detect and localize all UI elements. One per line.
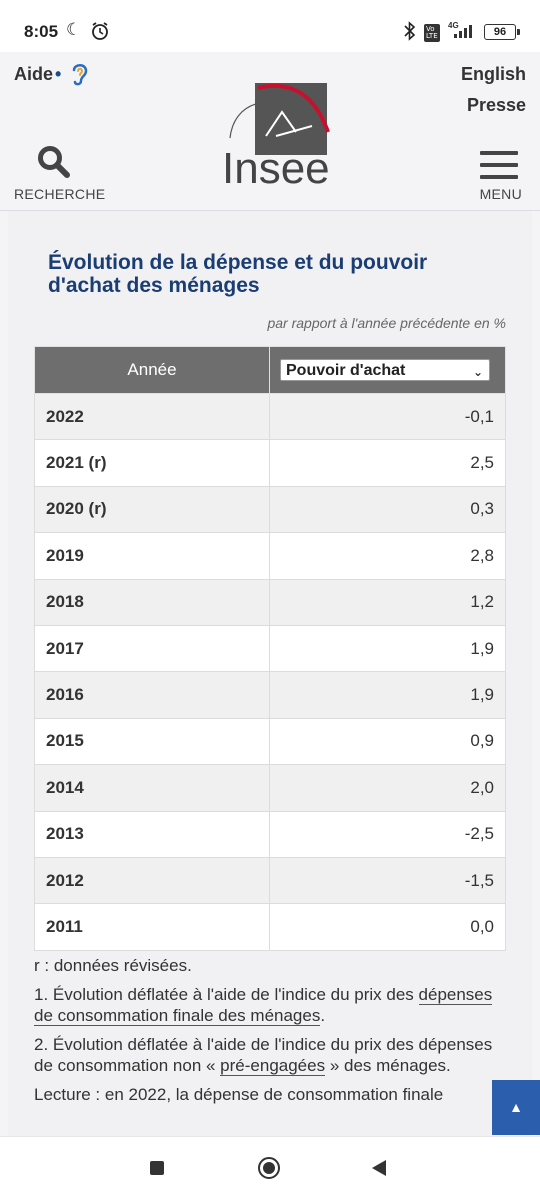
chevron-up-icon: ▲ — [509, 1099, 523, 1115]
press-link[interactable]: Presse — [466, 95, 526, 115]
table-row: 2011 0,0 — [34, 903, 506, 951]
status-time: 8:05 — [24, 22, 59, 41]
figure-title: Évolution de la dépense et du pouvoir d'… — [48, 251, 428, 297]
table-row: 2020 (r) 0,3 — [34, 485, 506, 534]
bluetooth-icon — [404, 21, 416, 41]
row-year: 2016 — [34, 671, 270, 719]
note-1: 1. Évolution déflatée à l'aide de l'indi… — [34, 984, 494, 1026]
english-link[interactable]: English — [460, 64, 526, 84]
row-value: 1,9 — [269, 624, 506, 673]
row-value: 0,0 — [269, 903, 506, 951]
logo-square — [255, 83, 327, 155]
note-2-link[interactable]: pré-engagées — [220, 1056, 326, 1076]
table-row: 2017 1,9 — [34, 624, 506, 673]
row-value: -2,5 — [269, 810, 506, 858]
alarm-icon — [92, 22, 108, 40]
back-icon[interactable] — [372, 1160, 386, 1176]
note-2: 2. Évolution déflatée à l'aide de l'indi… — [34, 1034, 494, 1076]
note-1-prefix: 1. Évolution déflatée à l'aide de l'indi… — [34, 985, 419, 1004]
table-header-row: Année Pouvoir d'achat ⌄ — [34, 346, 506, 394]
network-type: 4G — [448, 21, 459, 30]
table-row: 2016 1,9 — [34, 671, 506, 719]
scroll-to-top-button[interactable]: ▲ — [492, 1080, 540, 1135]
site-header: Aide • English Presse Insee RECHERCHE MEN… — [0, 52, 540, 211]
logo-text: Insee — [222, 144, 330, 193]
table-row: 2013 -2,5 — [34, 810, 506, 858]
menu-label[interactable]: MENU — [479, 186, 522, 202]
battery-level: 96 — [493, 26, 507, 38]
main-content: Évolution de la dépense et du pouvoir d'… — [0, 211, 540, 1136]
row-year: 2013 — [34, 810, 270, 858]
row-year: 2017 — [34, 624, 270, 673]
hearing-icon[interactable] — [69, 60, 91, 88]
row-value: -0,1 — [269, 392, 506, 441]
note-revised: r : données révisées. — [34, 956, 192, 975]
row-year: 2018 — [34, 578, 270, 626]
help-label: Aide — [14, 64, 54, 84]
logo-mark — [229, 83, 330, 139]
table-row: 2014 2,0 — [34, 764, 506, 812]
recent-apps-icon[interactable] — [150, 1161, 164, 1175]
series-select-value: Pouvoir d'achat — [286, 362, 406, 379]
row-value: 0,9 — [269, 717, 506, 766]
row-year: 2022 — [34, 392, 270, 441]
row-value: 0,3 — [269, 485, 506, 534]
row-value: 1,9 — [269, 671, 506, 719]
search-icon[interactable] — [36, 144, 72, 180]
row-year: 2012 — [34, 856, 270, 905]
table-row: 2022 -0,1 — [34, 392, 506, 441]
moon-icon: ☾ — [66, 20, 82, 39]
table-row: 2012 -1,5 — [34, 856, 506, 905]
volte-icon: Vo LTE — [424, 24, 440, 42]
insee-logo[interactable]: Insee — [222, 80, 332, 193]
chevron-down-icon: ⌄ — [472, 365, 483, 379]
row-value: -1,5 — [269, 856, 506, 905]
system-nav-bar — [0, 1136, 540, 1201]
status-bar: 8:05 ☾ Vo LTE 4G 96 — [0, 0, 540, 52]
series-select[interactable]: Pouvoir d'achat ⌄ — [280, 359, 490, 381]
row-year: 2019 — [34, 532, 270, 580]
column-header-year: Année — [34, 346, 270, 394]
row-value: 2,5 — [269, 439, 506, 487]
unit-note: par rapport à l'année précédente en % — [267, 315, 506, 331]
row-year: 2021 (r) — [34, 439, 270, 487]
row-value: 1,2 — [269, 578, 506, 626]
row-year: 2015 — [34, 717, 270, 766]
note-1-link[interactable]: dépenses de consommation finale des ména… — [34, 985, 493, 1026]
row-year: 2020 (r) — [34, 485, 270, 534]
figure-notes: r : données révisées. 1. Évolution défla… — [34, 955, 494, 1113]
table-row: 2021 (r) 2,5 — [34, 439, 506, 487]
row-value: 2,8 — [269, 532, 506, 580]
row-year: 2011 — [34, 903, 270, 951]
search-label[interactable]: RECHERCHE — [14, 186, 106, 202]
help-dot: • — [55, 64, 62, 84]
help-link[interactable]: Aide • — [14, 64, 63, 85]
column-header-series: Pouvoir d'achat ⌄ — [269, 346, 506, 394]
table-row: 2019 2,8 — [34, 532, 506, 580]
data-table: Année Pouvoir d'achat ⌄ 2022 -0,1 2021 (r)… — [34, 346, 506, 951]
table-row: 2018 1,2 — [34, 578, 506, 626]
menu-icon[interactable] — [480, 151, 518, 179]
row-year: 2014 — [34, 764, 270, 812]
note-2-prefix: 2. Évolution déflatée à l'aide de l'indi… — [34, 1035, 493, 1075]
row-value: 2,0 — [269, 764, 506, 812]
note-1-suffix: . — [320, 1006, 326, 1025]
table-row: 2015 0,9 — [34, 717, 506, 766]
battery-icon: 96 — [484, 24, 520, 40]
signal-icon — [454, 24, 478, 38]
note-reading: Lecture : en 2022, la dépense de consomm… — [34, 1085, 444, 1104]
home-icon[interactable] — [258, 1157, 280, 1179]
note-2-suffix: » des ménages. — [325, 1056, 451, 1075]
